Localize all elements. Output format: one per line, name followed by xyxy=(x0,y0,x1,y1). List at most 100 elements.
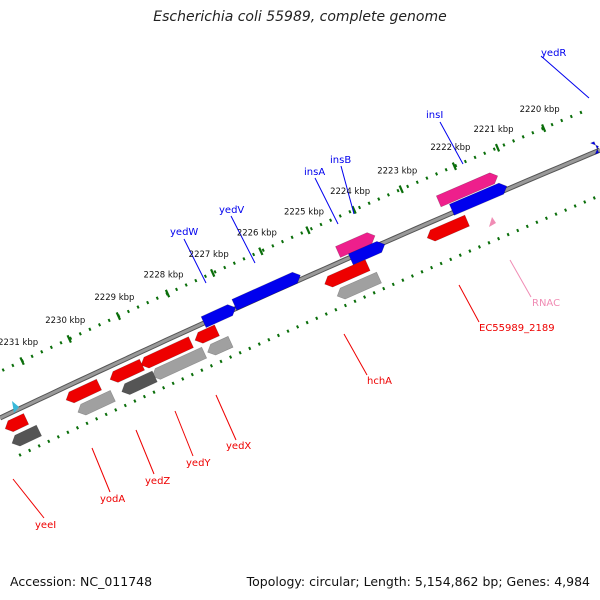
ruler-minor-tick xyxy=(107,318,111,323)
gene-block-yedY xyxy=(140,336,194,369)
ruler-minor-tick xyxy=(271,244,275,248)
ruler-minor-tick xyxy=(155,296,159,300)
ruler-minor-tick xyxy=(88,327,92,332)
ruler-minor-tick xyxy=(146,300,150,305)
ruler-minor-tick xyxy=(425,176,429,180)
leader-line xyxy=(91,447,111,493)
inner-ruler-tick xyxy=(573,204,577,208)
gene-label-insI: insI xyxy=(426,110,443,121)
inner-ruler-tick xyxy=(190,372,194,377)
ruler-minor-tick xyxy=(232,261,236,265)
inner-ruler-tick xyxy=(37,444,41,448)
inner-ruler-tick xyxy=(75,426,79,430)
inner-ruler-tick xyxy=(219,359,223,364)
inner-ruler-tick xyxy=(458,253,462,257)
inner-ruler-tick xyxy=(324,312,328,316)
topology-label: Topology: circular; Length: 5,154,862 bp… xyxy=(246,574,590,589)
backbone-shadow xyxy=(0,147,600,421)
ruler-minor-tick xyxy=(473,155,477,160)
inner-ruler-tick xyxy=(181,377,185,381)
inner-ruler-tick xyxy=(439,261,443,266)
ruler-major-tick xyxy=(305,226,311,235)
gene-label-insB: insB xyxy=(330,155,351,166)
inner-ruler-tick xyxy=(535,220,539,225)
ruler-minor-tick xyxy=(1,368,5,372)
gene-block-yedR xyxy=(589,141,600,155)
ruler-minor-tick xyxy=(184,283,188,287)
inner-ruler-tick xyxy=(267,337,271,342)
ruler-minor-tick xyxy=(550,122,554,127)
gene-block-insI xyxy=(435,172,499,208)
ruler-minor-tick xyxy=(579,110,583,115)
cds-block-yedZ xyxy=(121,370,158,395)
ruler-minor-tick xyxy=(319,222,323,227)
inner-ruler-tick xyxy=(468,249,472,253)
ruler-label: 2221 kbp xyxy=(474,125,514,135)
gene-label-yedR: yedR xyxy=(541,48,566,59)
gene-label-RNAC: RNAC xyxy=(532,298,560,309)
cds-block-hchA xyxy=(336,271,382,300)
ruler-minor-tick xyxy=(223,265,227,270)
ruler-minor-tick xyxy=(367,201,371,206)
inner-ruler-tick xyxy=(152,390,156,394)
ruler-minor-tick xyxy=(290,235,294,240)
ruler-major-tick xyxy=(451,162,457,171)
inner-ruler-tick xyxy=(305,320,309,325)
ruler-minor-tick xyxy=(78,332,82,336)
gene-label-yedZ: yedZ xyxy=(145,476,170,487)
inner-ruler-tick xyxy=(114,408,118,412)
ruler-minor-tick xyxy=(203,274,207,279)
leader-line xyxy=(183,238,207,284)
inner-ruler-tick xyxy=(487,241,491,245)
ruler-minor-tick xyxy=(126,309,130,314)
page-title: Escherichia coli 55989, complete genome xyxy=(153,9,447,25)
cds-block-yodA xyxy=(77,390,116,416)
gene-label-yedX: yedX xyxy=(226,441,251,452)
inner-ruler-tick xyxy=(296,325,300,329)
ruler-minor-tick xyxy=(194,278,198,283)
ruler-label: 2226 kbp xyxy=(237,228,277,238)
gene-label-yeeI: yeeI xyxy=(35,520,56,531)
inner-ruler-tick xyxy=(142,394,146,399)
ruler-major-tick xyxy=(351,205,357,214)
gene-label-insA: insA xyxy=(304,167,325,178)
inner-ruler-tick xyxy=(209,364,213,368)
ruler-minor-tick xyxy=(280,239,285,244)
inner-ruler-tick xyxy=(18,453,22,457)
ruler-label: 2225 kbp xyxy=(284,207,324,217)
inner-ruler-tick xyxy=(372,291,376,295)
leader-line xyxy=(343,333,368,376)
ruler-minor-tick xyxy=(338,214,342,218)
gene-block-insB xyxy=(335,232,376,258)
ruler-minor-tick xyxy=(261,248,265,252)
inner-ruler-tick xyxy=(200,368,204,372)
gene-block-insA xyxy=(348,241,386,266)
inner-ruler-tick xyxy=(382,286,386,291)
inner-ruler-tick xyxy=(583,200,587,204)
ruler-minor-tick xyxy=(415,180,419,185)
ruler-minor-tick xyxy=(492,147,496,151)
ruler-minor-tick xyxy=(97,323,102,327)
inner-ruler-tick xyxy=(363,295,367,299)
ruler-minor-tick xyxy=(40,350,44,354)
inner-ruler-tick xyxy=(133,399,137,403)
ruler-major-tick xyxy=(494,143,501,152)
gene-label-EC55989_2189: EC55989_2189 xyxy=(479,323,555,334)
inner-ruler-tick xyxy=(238,350,242,355)
inner-ruler-tick xyxy=(410,274,414,278)
inner-ruler-tick xyxy=(123,403,127,408)
inner-ruler-tick xyxy=(430,265,434,270)
ruler-minor-tick xyxy=(531,130,535,135)
inner-ruler-tick xyxy=(286,329,290,333)
ruler-minor-tick xyxy=(136,305,140,309)
inner-ruler-tick xyxy=(506,232,510,237)
ruler-label: 2231 kbp xyxy=(0,338,38,348)
inner-ruler-tick xyxy=(449,257,453,262)
rna-marker xyxy=(12,401,19,413)
ruler-minor-tick xyxy=(49,345,53,350)
ruler-minor-tick xyxy=(540,126,544,131)
ruler-label: 2228 kbp xyxy=(144,271,184,281)
ruler-major-tick xyxy=(115,312,122,321)
inner-ruler-tick xyxy=(343,303,347,308)
inner-ruler-tick xyxy=(544,216,548,220)
